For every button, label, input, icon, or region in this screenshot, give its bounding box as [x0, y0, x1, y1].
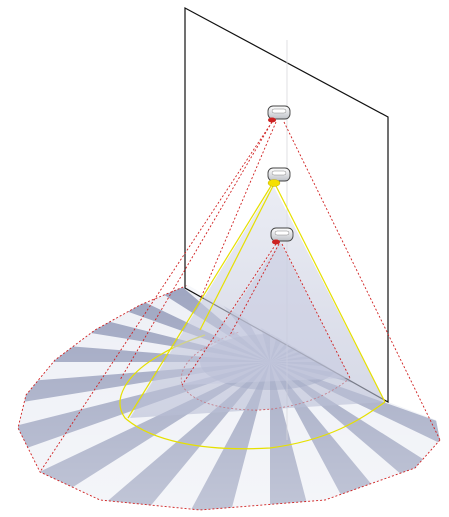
- sensor-middle-lens: [267, 179, 281, 187]
- sensor-top-lens: [268, 117, 276, 123]
- sensor-bottom: [270, 227, 294, 245]
- middle-zone-boundary: [119, 334, 386, 450]
- outer-zone-boundary: [17, 284, 441, 511]
- sensor-bottom-lens: [272, 239, 280, 245]
- top-sensor-beams: [39, 121, 441, 473]
- bottom-sensor-beams: [181, 243, 351, 386]
- bottom-sensor-cone: [182, 242, 350, 385]
- sensor-middle: [267, 167, 291, 187]
- middle-sensor-beams: [127, 185, 386, 419]
- sensor-top: [267, 105, 291, 123]
